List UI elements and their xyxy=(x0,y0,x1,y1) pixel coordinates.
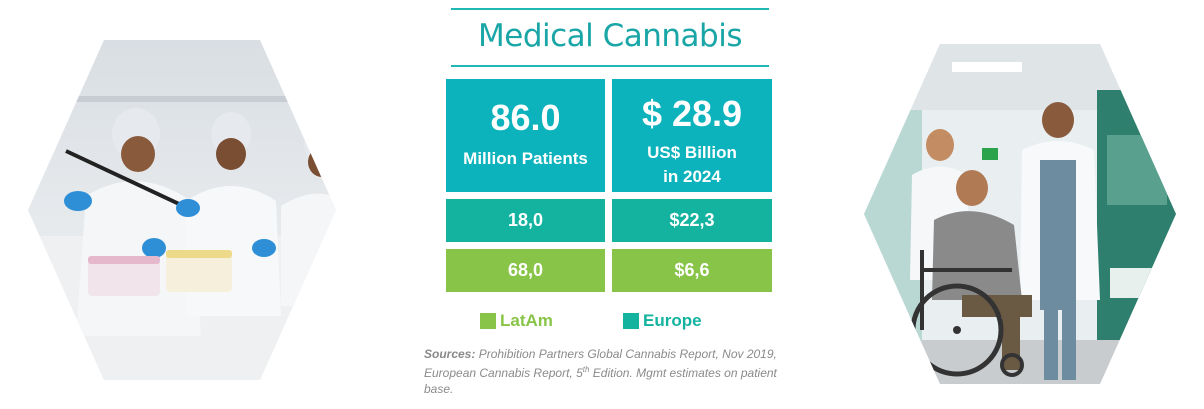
patients-value: 86.0 xyxy=(490,97,561,138)
title-bottom-rule xyxy=(451,65,769,67)
title-top-rule xyxy=(451,8,769,10)
europe-patients-cell: 18,0 xyxy=(446,199,605,242)
legend-item-latam: LatAm xyxy=(480,311,553,331)
sources-note: Sources: Prohibition Partners Global Can… xyxy=(424,346,796,397)
title-block: Medical Cannabis xyxy=(451,8,769,68)
sources-text-part1: Prohibition Partners Global Cannabis Rep… xyxy=(424,347,777,380)
market-label-line2: in 2024 xyxy=(663,167,721,186)
sources-text-part2: Edition. Mgmt estimates on patient base. xyxy=(424,366,777,396)
latam-patients-cell: 68,0 xyxy=(446,249,605,292)
legend-label-latam: LatAm xyxy=(500,311,553,330)
sources-label: Sources: xyxy=(424,347,476,361)
market-value: $ 28.9 xyxy=(641,93,743,134)
sources-superscript: th xyxy=(582,365,590,374)
lab-workers-photo xyxy=(28,40,336,380)
legend-label-europe: Europe xyxy=(643,311,702,330)
patients-label: Million Patients xyxy=(463,149,588,168)
legend-item-europe: Europe xyxy=(623,311,702,331)
market-label-line1: US$ Billion xyxy=(647,143,737,162)
patients-stat-box: 86.0 Million Patients xyxy=(446,79,605,192)
latam-swatch xyxy=(480,313,496,329)
page-title: Medical Cannabis xyxy=(478,18,743,54)
europe-swatch xyxy=(623,313,639,329)
latam-market-cell: $6,6 xyxy=(612,249,772,292)
market-stat-box: $ 28.9 US$ Billion in 2024 xyxy=(612,79,772,192)
europe-market-cell: $22,3 xyxy=(612,199,772,242)
wheelchair-patient-photo xyxy=(864,44,1176,384)
